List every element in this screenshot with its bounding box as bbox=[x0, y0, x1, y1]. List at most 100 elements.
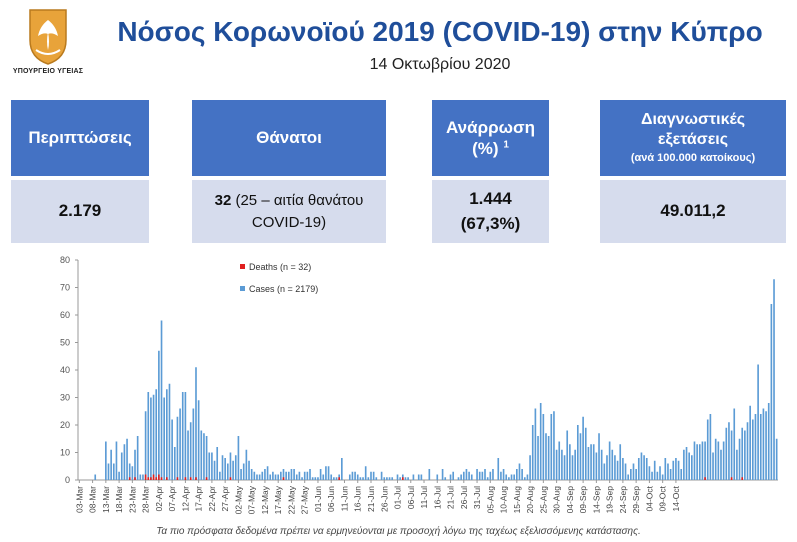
case-bar bbox=[645, 458, 648, 480]
page-title: Νόσος Κορωνοϊού 2019 (COVID-19) στην Κύπ… bbox=[117, 16, 763, 47]
case-bar bbox=[203, 433, 205, 480]
case-bar bbox=[757, 364, 759, 480]
case-bar bbox=[590, 444, 592, 480]
case-bar bbox=[675, 458, 677, 480]
case-bar bbox=[285, 471, 287, 480]
daily-cases-chart: 0 10 20 30 40 50 60 70 80 03-Mar 08-Mar 13-Mar 18-Ma… bbox=[60, 255, 778, 514]
case-bar bbox=[160, 320, 163, 480]
case-bar bbox=[261, 471, 264, 480]
case-bar bbox=[502, 469, 505, 480]
case-bar bbox=[110, 449, 112, 480]
y-tick-label: 70 bbox=[60, 283, 70, 293]
case-bar bbox=[380, 471, 383, 480]
death-bar bbox=[158, 474, 160, 480]
case-bar bbox=[709, 414, 712, 480]
case-bar bbox=[280, 471, 282, 480]
case-bar bbox=[221, 455, 224, 480]
deaths-value-box: 32 (25 – αιτία θανάτου COVID-19) bbox=[192, 180, 386, 243]
case-bar bbox=[118, 471, 120, 480]
case-bar bbox=[107, 463, 110, 480]
tests-header: Διαγνωστικές εξετάσεις (ανά 100.000 κατο… bbox=[600, 100, 786, 176]
case-bar bbox=[659, 466, 661, 480]
case-bar bbox=[420, 474, 423, 480]
death-bar bbox=[282, 477, 285, 480]
case-bar bbox=[208, 452, 211, 480]
case-bar bbox=[643, 455, 645, 480]
case-bar bbox=[356, 474, 359, 480]
case-bar bbox=[555, 449, 558, 480]
case-bar bbox=[558, 441, 561, 480]
death-bar bbox=[195, 477, 197, 480]
case-bar bbox=[441, 469, 444, 480]
death-bar bbox=[152, 474, 155, 480]
y-tick-label: 20 bbox=[60, 420, 70, 430]
case-bar bbox=[269, 474, 272, 480]
case-bar bbox=[112, 463, 115, 480]
tests-value: 49.011,2 bbox=[660, 201, 726, 221]
case-bar bbox=[176, 416, 179, 480]
case-bar bbox=[553, 411, 555, 480]
case-bar bbox=[518, 463, 521, 480]
case-bar bbox=[242, 463, 245, 480]
case-bar bbox=[592, 444, 595, 480]
case-bar bbox=[539, 403, 542, 480]
x-tick-label: 14-Sep bbox=[591, 486, 601, 514]
case-bar bbox=[399, 477, 401, 480]
case-bar bbox=[250, 469, 253, 480]
case-bar bbox=[134, 449, 136, 480]
case-bar bbox=[667, 463, 669, 480]
case-bar bbox=[706, 419, 709, 480]
case-bar bbox=[333, 477, 335, 480]
case-bar bbox=[375, 477, 378, 480]
case-bar bbox=[741, 427, 744, 480]
case-bar bbox=[290, 469, 293, 480]
y-tick-label: 40 bbox=[60, 365, 70, 375]
case-bar bbox=[457, 477, 460, 480]
case-bar bbox=[547, 436, 550, 480]
x-tick-label: 24-Sep bbox=[618, 486, 628, 514]
case-bar bbox=[470, 474, 473, 480]
x-tick-label: 29-Sep bbox=[631, 486, 641, 514]
case-bar bbox=[738, 438, 741, 480]
case-bar bbox=[603, 463, 606, 480]
legend-deaths-label: Deaths (n = 32) bbox=[249, 262, 311, 272]
case-bar bbox=[407, 477, 409, 480]
case-bar bbox=[391, 477, 394, 480]
x-tick-label: 12-Apr bbox=[180, 486, 190, 512]
case-bar bbox=[635, 469, 637, 480]
recovery-value-box: 1.444 (67,3%) bbox=[432, 180, 549, 243]
cases-header: Περιπτώσεις bbox=[11, 100, 149, 176]
case-bar bbox=[94, 474, 97, 480]
deaths-value: 32 bbox=[214, 191, 232, 209]
case-bar bbox=[622, 458, 624, 480]
case-bar bbox=[714, 438, 717, 480]
case-bar bbox=[505, 474, 508, 480]
case-bar bbox=[576, 425, 579, 480]
case-bar bbox=[264, 469, 266, 480]
case-bar bbox=[229, 452, 232, 480]
case-bar bbox=[404, 477, 407, 480]
case-bar bbox=[521, 469, 523, 480]
case-bar bbox=[150, 397, 152, 480]
case-bar bbox=[348, 474, 351, 480]
case-bar bbox=[717, 441, 720, 480]
case-bar bbox=[754, 414, 757, 480]
case-bar bbox=[531, 425, 534, 480]
case-bar bbox=[354, 471, 356, 480]
case-bar bbox=[256, 474, 258, 480]
case-bar bbox=[287, 471, 290, 480]
case-bar bbox=[722, 441, 725, 480]
case-bar bbox=[367, 477, 370, 480]
case-bar bbox=[611, 449, 614, 480]
case-bar bbox=[683, 449, 685, 480]
case-bar bbox=[701, 441, 704, 480]
case-bar bbox=[314, 477, 317, 480]
case-bar bbox=[598, 433, 600, 480]
legend-cases-swatch bbox=[240, 286, 245, 291]
case-bar bbox=[293, 469, 295, 480]
case-bar bbox=[436, 474, 439, 480]
case-bar bbox=[484, 469, 486, 480]
case-bar bbox=[677, 460, 680, 480]
case-bar bbox=[571, 455, 574, 480]
case-bar bbox=[123, 444, 126, 480]
